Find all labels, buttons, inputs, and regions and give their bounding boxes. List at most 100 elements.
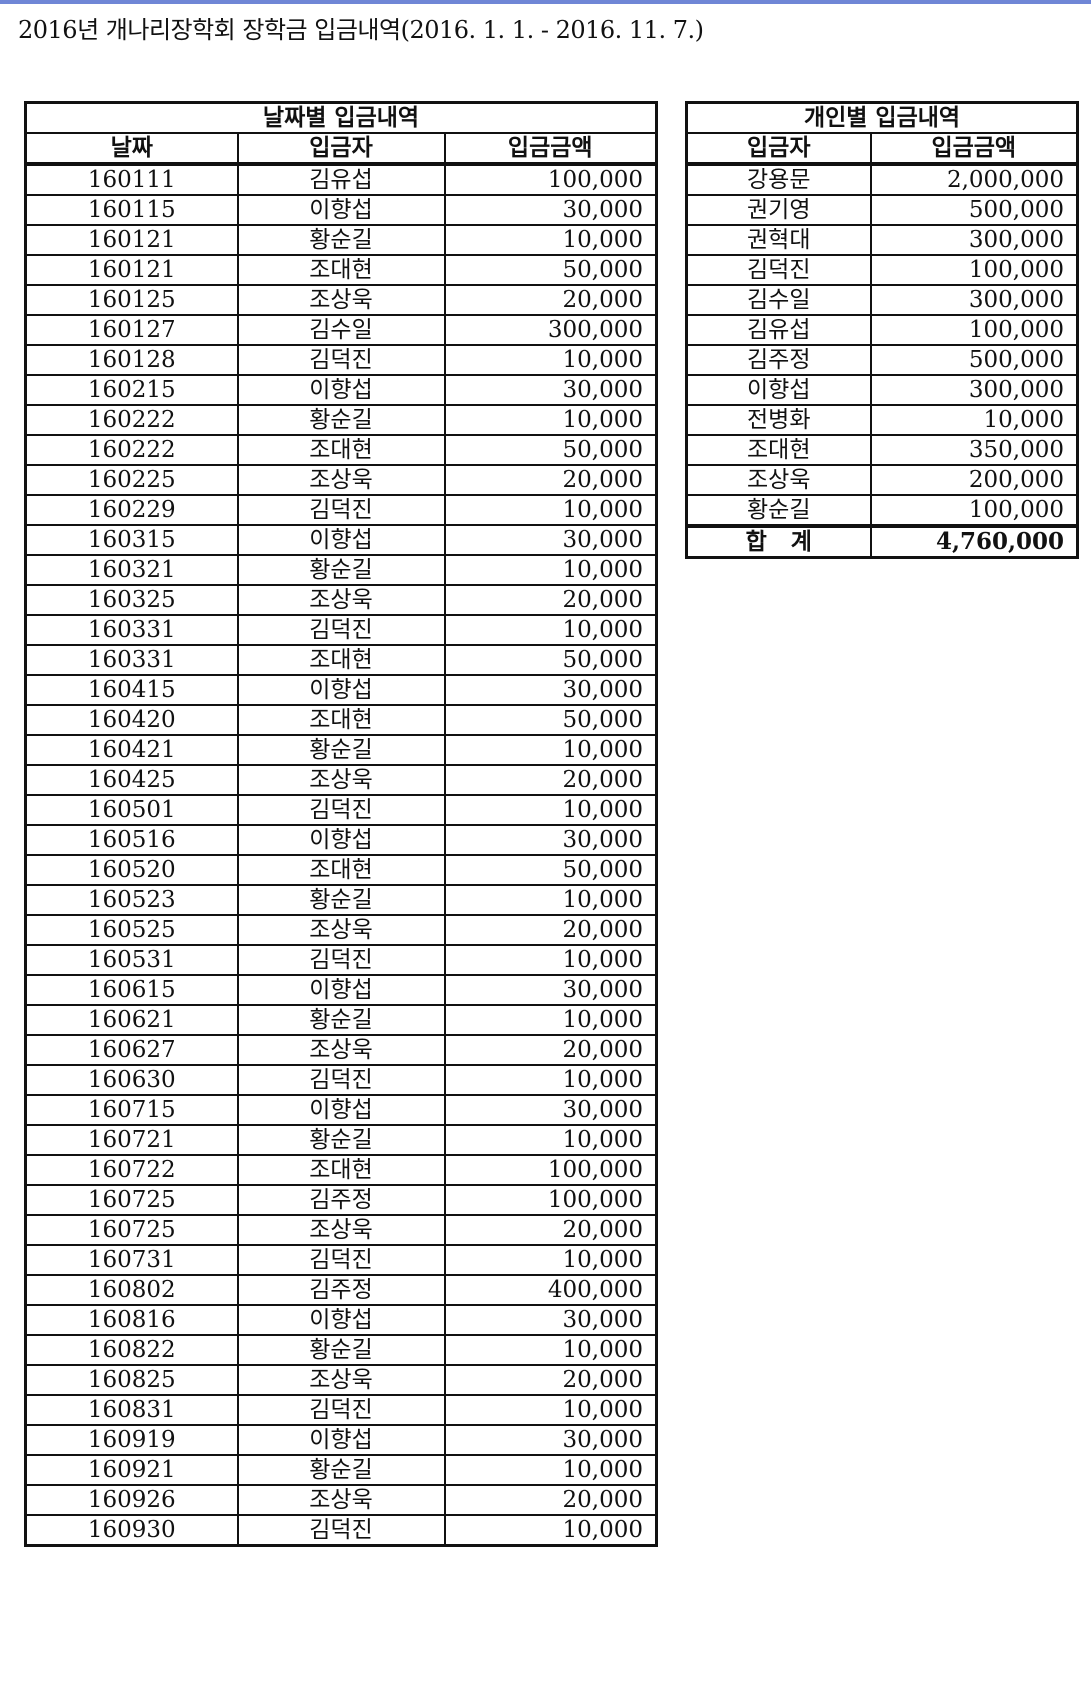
table-row: 160425 조상욱 20,000: [24, 764, 658, 796]
depositor-cell: 이향섭: [236, 1304, 446, 1336]
amount-cell: 30,000: [443, 194, 658, 226]
depositor-cell: 김덕진: [236, 1244, 446, 1276]
amount-cell: 10,000: [443, 794, 658, 826]
amount-cell: 300,000: [869, 374, 1079, 406]
amount-cell: 10,000: [443, 1244, 658, 1276]
table-row: 160222 황순길 10,000: [24, 404, 658, 436]
table-row: 160721 황순길 10,000: [24, 1124, 658, 1156]
amount-cell: 100,000: [443, 1154, 658, 1186]
table-row: 전병화 10,000: [685, 404, 1079, 436]
amount-cell: 30,000: [443, 974, 658, 1006]
table-row: 160520 조대현 50,000: [24, 854, 658, 886]
date-cell: 160822: [24, 1334, 239, 1366]
amount-cell: 300,000: [869, 284, 1079, 316]
amount-cell: 30,000: [443, 524, 658, 556]
table-row: 김주정 500,000: [685, 344, 1079, 376]
depositor-cell: 조대현: [236, 434, 446, 466]
table-row: 김유섭 100,000: [685, 314, 1079, 346]
amount-cell: 10,000: [443, 554, 658, 586]
amount-cell: 20,000: [443, 1214, 658, 1246]
table-row: 160930 김덕진 10,000: [24, 1514, 658, 1547]
date-cell: 160725: [24, 1184, 239, 1216]
depositor-cell: 김주정: [236, 1184, 446, 1216]
date-cell: 160725: [24, 1214, 239, 1246]
depositor-cell: 조상욱: [236, 464, 446, 496]
depositor-cell: 조대현: [236, 704, 446, 736]
table-row: 160501 김덕진 10,000: [24, 794, 658, 826]
table-row: 160125 조상욱 20,000: [24, 284, 658, 316]
amount-cell: 10,000: [443, 1454, 658, 1486]
table-row: 이향섭 300,000: [685, 374, 1079, 406]
table-row: 160215 이향섭 30,000: [24, 374, 658, 406]
amount-cell: 200,000: [869, 464, 1079, 496]
table-row: 160121 황순길 10,000: [24, 224, 658, 256]
amount-cell: 350,000: [869, 434, 1079, 466]
amount-cell: 10,000: [443, 1064, 658, 1096]
depositor-cell: 조대현: [236, 254, 446, 286]
amount-cell: 50,000: [443, 254, 658, 286]
depositor-cell: 황순길: [236, 1004, 446, 1036]
amount-cell: 10,000: [443, 1004, 658, 1036]
top-accent-bar: [0, 0, 1091, 4]
depositor-cell: 조상욱: [236, 1364, 446, 1396]
date-cell: 160926: [24, 1484, 239, 1516]
amount-cell: 30,000: [443, 674, 658, 706]
table-row: 강용문 2,000,000: [685, 163, 1079, 196]
table-row: 160421 황순길 10,000: [24, 734, 658, 766]
table-row: 160516 이향섭 30,000: [24, 824, 658, 856]
total-row: 합 계 4,760,000: [685, 524, 1079, 559]
table-row: 160715 이향섭 30,000: [24, 1094, 658, 1126]
date-cell: 160731: [24, 1244, 239, 1276]
table-row: 김수일 300,000: [685, 284, 1079, 316]
depositor-cell: 강용문: [685, 163, 872, 196]
table-title: 날짜별 입금내역: [24, 101, 658, 134]
depositor-cell: 황순길: [236, 734, 446, 766]
amount-cell: 100,000: [869, 494, 1079, 527]
table-row: 160229 김덕진 10,000: [24, 494, 658, 526]
amount-cell: 10,000: [443, 1394, 658, 1426]
table-row: 160621 황순길 10,000: [24, 1004, 658, 1036]
depositor-cell: 조상욱: [236, 764, 446, 796]
depositor-cell: 조상욱: [236, 284, 446, 316]
table-row: 160225 조상욱 20,000: [24, 464, 658, 496]
table-row: 160222 조대현 50,000: [24, 434, 658, 466]
depositor-cell: 조대현: [236, 644, 446, 676]
depositor-cell: 김주정: [685, 344, 872, 376]
column-header-amount: 입금금액: [869, 132, 1079, 166]
amount-cell: 20,000: [443, 464, 658, 496]
depositor-cell: 김덕진: [236, 1514, 446, 1547]
deposits-by-person-table: 개인별 입금내역 입금자 입금금액 강용문 2,000,000 권기영 500,000…: [685, 101, 1080, 559]
depositor-cell: 김덕진: [685, 254, 872, 286]
amount-cell: 50,000: [443, 644, 658, 676]
table-row: 160415 이향섭 30,000: [24, 674, 658, 706]
date-cell: 160501: [24, 794, 239, 826]
table-row: 160630 김덕진 10,000: [24, 1064, 658, 1096]
depositor-cell: 이향섭: [236, 1424, 446, 1456]
table-row: 160127 김수일 300,000: [24, 314, 658, 346]
date-cell: 160415: [24, 674, 239, 706]
amount-cell: 100,000: [443, 163, 658, 196]
amount-cell: 500,000: [869, 194, 1079, 226]
amount-cell: 400,000: [443, 1274, 658, 1306]
depositor-cell: 이향섭: [236, 524, 446, 556]
amount-cell: 100,000: [869, 254, 1079, 286]
table-row: 160128 김덕진 10,000: [24, 344, 658, 376]
table-row: 조대현 350,000: [685, 434, 1079, 466]
table-row: 160722 조대현 100,000: [24, 1154, 658, 1186]
table-row: 160831 김덕진 10,000: [24, 1394, 658, 1426]
table-row: 160331 김덕진 10,000: [24, 614, 658, 646]
depositor-cell: 황순길: [236, 1124, 446, 1156]
depositor-cell: 황순길: [236, 554, 446, 586]
date-cell: 160222: [24, 434, 239, 466]
date-cell: 160930: [24, 1514, 239, 1547]
depositor-cell: 김수일: [685, 284, 872, 316]
table-row: 160627 조상욱 20,000: [24, 1034, 658, 1066]
table-row: 160321 황순길 10,000: [24, 554, 658, 586]
table-row: 160115 이향섭 30,000: [24, 194, 658, 226]
depositor-cell: 전병화: [685, 404, 872, 436]
amount-cell: 20,000: [443, 1364, 658, 1396]
amount-cell: 10,000: [443, 614, 658, 646]
amount-cell: 20,000: [443, 584, 658, 616]
column-header-depositor: 입금자: [685, 132, 872, 166]
date-cell: 160531: [24, 944, 239, 976]
